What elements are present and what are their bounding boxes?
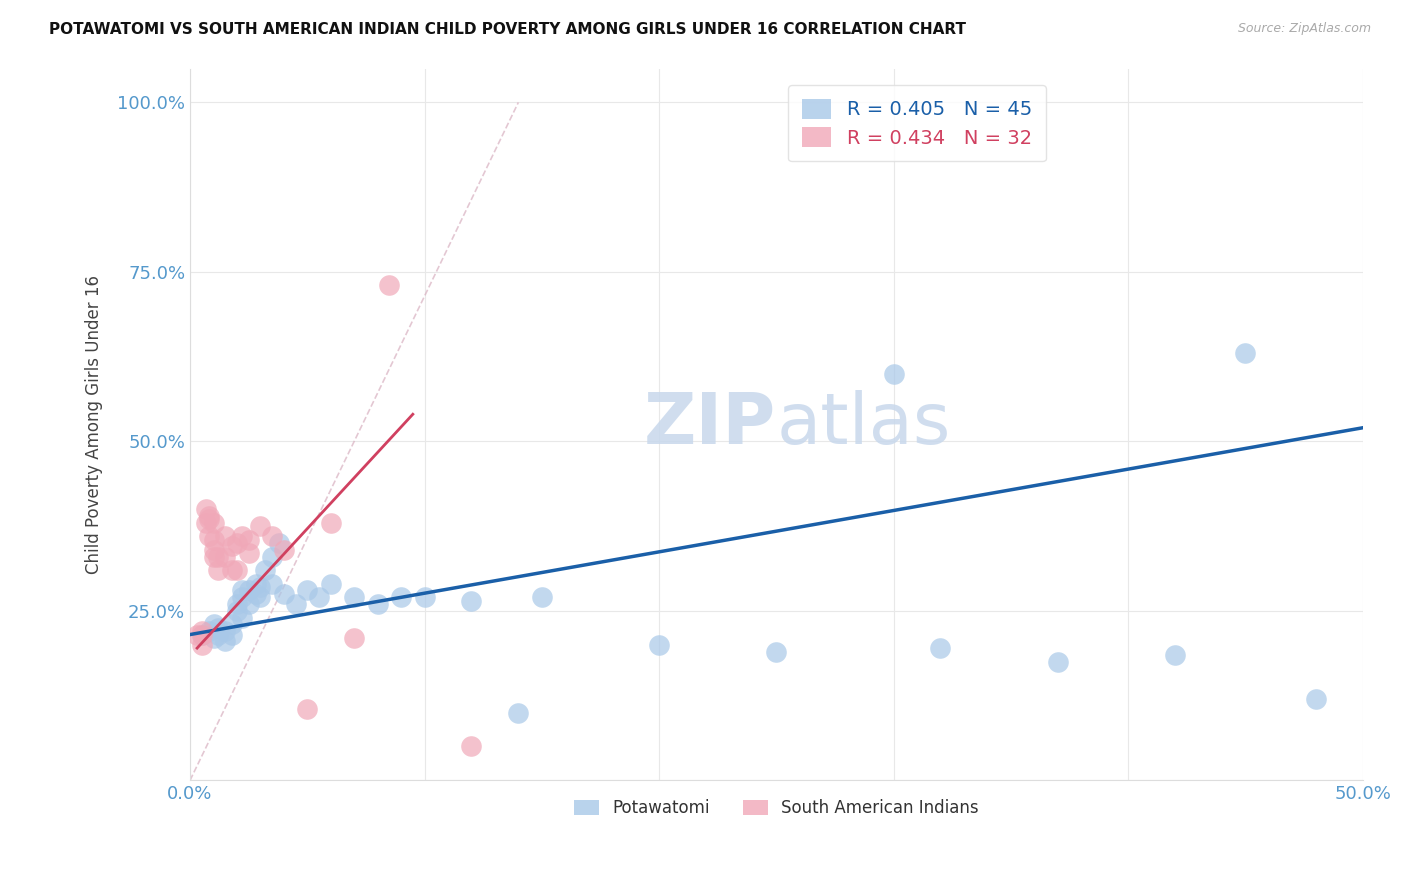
Point	[238, 597, 260, 611]
Point	[231, 591, 253, 605]
Point	[202, 617, 225, 632]
Point	[191, 638, 214, 652]
Point	[262, 576, 284, 591]
Point	[202, 533, 225, 547]
Point	[207, 563, 229, 577]
Point	[221, 540, 243, 554]
Point	[1046, 655, 1069, 669]
Point	[202, 516, 225, 530]
Point	[284, 597, 307, 611]
Point	[262, 529, 284, 543]
Point	[226, 597, 249, 611]
Point	[245, 587, 267, 601]
Point	[378, 278, 401, 293]
Point	[929, 641, 952, 656]
Point	[214, 529, 236, 543]
Point	[231, 583, 253, 598]
Point	[238, 546, 260, 560]
Point	[249, 519, 271, 533]
Point	[202, 631, 225, 645]
Point	[413, 591, 436, 605]
Point	[273, 587, 295, 601]
Point	[1234, 346, 1257, 360]
Point	[231, 610, 253, 624]
Point	[238, 583, 260, 598]
Point	[319, 516, 342, 530]
Point	[530, 591, 553, 605]
Point	[273, 542, 295, 557]
Y-axis label: Child Poverty Among Girls Under 16: Child Poverty Among Girls Under 16	[86, 275, 103, 574]
Point	[221, 627, 243, 641]
Point	[297, 583, 319, 598]
Point	[214, 549, 236, 564]
Point	[765, 644, 787, 658]
Point	[308, 591, 330, 605]
Point	[214, 624, 236, 639]
Point	[343, 591, 366, 605]
Point	[269, 536, 291, 550]
Point	[221, 617, 243, 632]
Point	[319, 576, 342, 591]
Point	[231, 529, 253, 543]
Point	[191, 624, 214, 639]
Point	[297, 702, 319, 716]
Point	[202, 542, 225, 557]
Point	[1164, 648, 1187, 662]
Text: atlas: atlas	[776, 390, 950, 458]
Point	[191, 627, 214, 641]
Point	[226, 604, 249, 618]
Point	[389, 591, 412, 605]
Point	[214, 634, 236, 648]
Point	[207, 621, 229, 635]
Point	[249, 591, 271, 605]
Point	[226, 536, 249, 550]
Text: Source: ZipAtlas.com: Source: ZipAtlas.com	[1237, 22, 1371, 36]
Point	[207, 549, 229, 564]
Point	[249, 580, 271, 594]
Text: ZIP: ZIP	[644, 390, 776, 458]
Point	[221, 563, 243, 577]
Point	[207, 627, 229, 641]
Point	[508, 706, 530, 720]
Point	[254, 563, 277, 577]
Point	[226, 563, 249, 577]
Legend: Potawatomi, South American Indians: Potawatomi, South American Indians	[565, 790, 987, 825]
Point	[460, 739, 482, 754]
Point	[198, 624, 221, 639]
Point	[198, 512, 221, 526]
Point	[195, 516, 218, 530]
Point	[883, 367, 905, 381]
Point	[460, 593, 482, 607]
Point	[238, 533, 260, 547]
Point	[1305, 692, 1327, 706]
Point	[245, 576, 267, 591]
Point	[648, 638, 671, 652]
Point	[195, 502, 218, 516]
Point	[186, 627, 208, 641]
Point	[198, 508, 221, 523]
Point	[343, 631, 366, 645]
Point	[202, 549, 225, 564]
Point	[191, 627, 214, 641]
Text: POTAWATOMI VS SOUTH AMERICAN INDIAN CHILD POVERTY AMONG GIRLS UNDER 16 CORRELATI: POTAWATOMI VS SOUTH AMERICAN INDIAN CHIL…	[49, 22, 966, 37]
Point	[367, 597, 389, 611]
Point	[262, 549, 284, 564]
Point	[198, 529, 221, 543]
